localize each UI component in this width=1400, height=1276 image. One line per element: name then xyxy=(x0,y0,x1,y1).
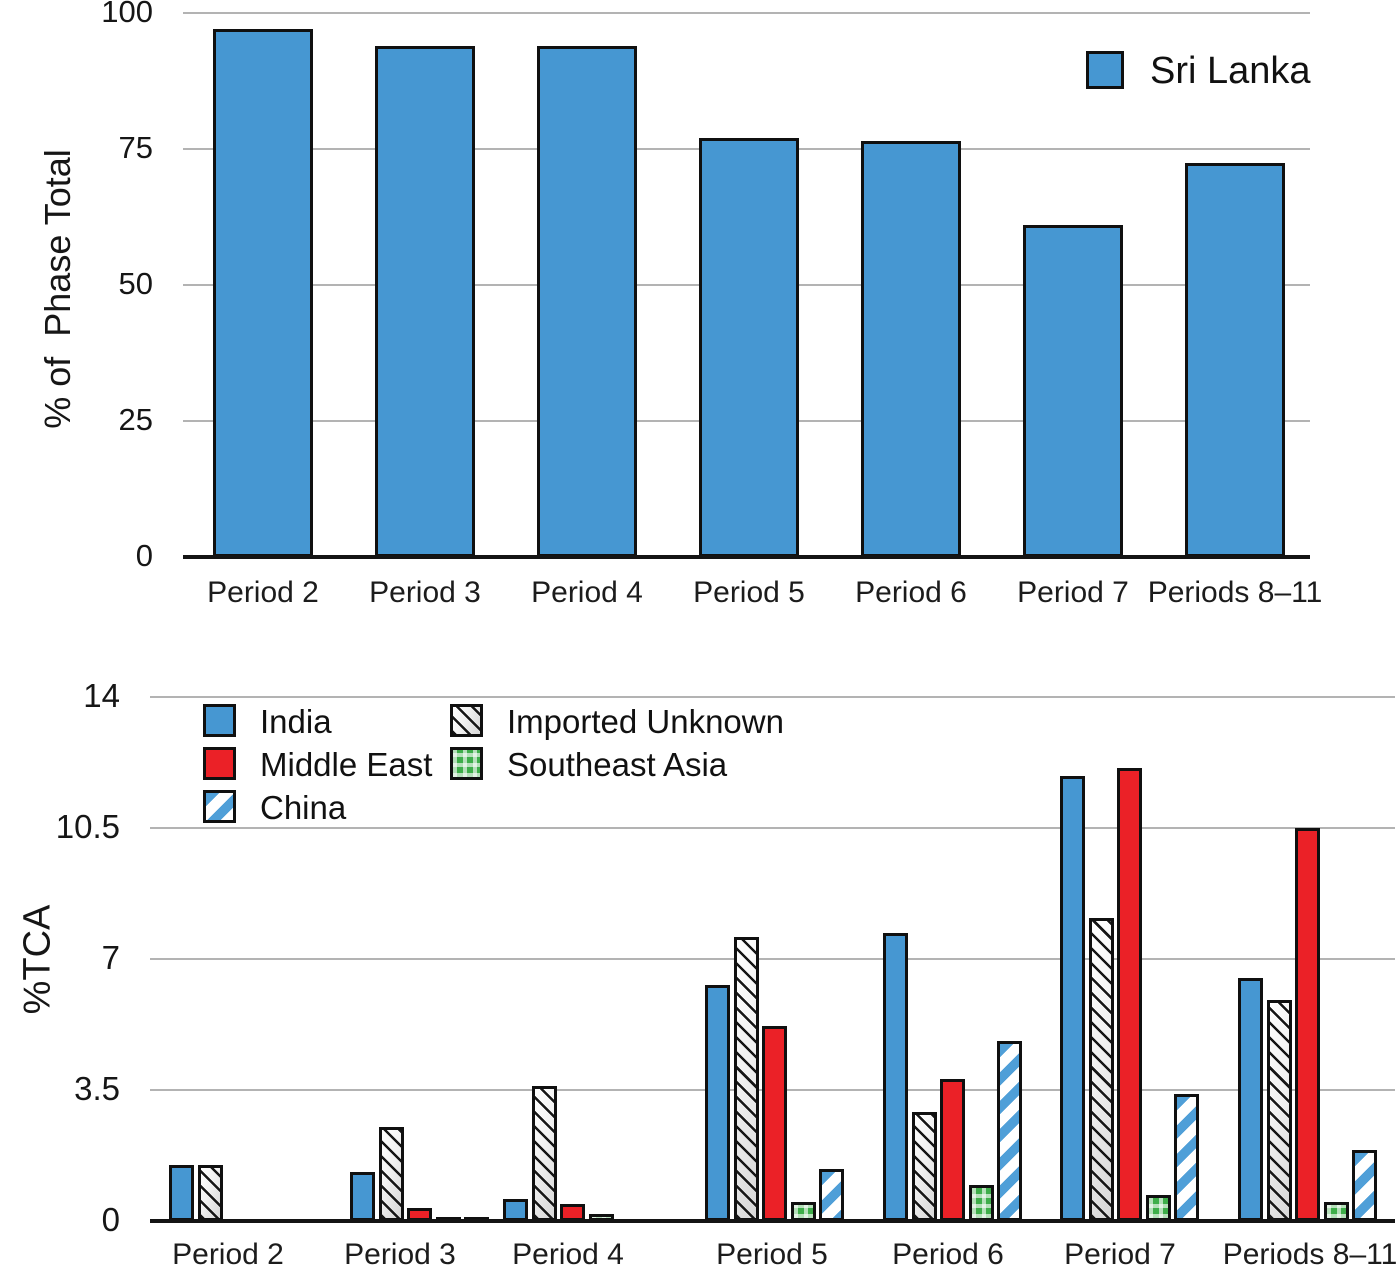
y-tick-label-0: 0 xyxy=(135,538,153,573)
y-tick-label-100: 100 xyxy=(101,0,153,29)
bar-india-period-3 xyxy=(350,1172,375,1221)
bar-middle-east-periods-8-11 xyxy=(1295,828,1320,1221)
legend-swatch-southeast-asia xyxy=(450,747,483,780)
x-category-label-period-2: Period 2 xyxy=(172,1238,284,1271)
y-tick-label-25: 25 xyxy=(118,402,153,437)
bar-china-period-6 xyxy=(997,1041,1022,1221)
legend-swatch-china xyxy=(203,790,236,823)
x-category-label-period-4: Period 4 xyxy=(531,576,643,609)
bar-imported-unknown-period-4 xyxy=(532,1086,557,1221)
legend-label-india: India xyxy=(260,703,332,740)
y-tick-label-14: 14 xyxy=(83,677,120,714)
bar-sri-lanka-periods-8-11 xyxy=(1185,162,1285,557)
x-category-label-period-7: Period 7 xyxy=(1064,1238,1176,1271)
bar-india-periods-8-11 xyxy=(1238,977,1263,1221)
x-category-label-period-4: Period 4 xyxy=(512,1238,624,1271)
gridline-y-10.5 xyxy=(150,827,1395,829)
y-tick-label-3.5: 3.5 xyxy=(74,1070,120,1107)
bar-sri-lanka-period-2 xyxy=(213,29,313,557)
bar-southeast-asia-period-7 xyxy=(1146,1194,1171,1221)
bar-sri-lanka-period-7 xyxy=(1023,225,1123,557)
bar-imported-unknown-period-3 xyxy=(379,1127,404,1221)
x-category-label-period-6: Period 6 xyxy=(855,576,967,609)
y-tick-label-0: 0 xyxy=(101,1201,120,1238)
y-tick-label-75: 75 xyxy=(118,130,153,165)
legend-label-china: China xyxy=(260,789,347,826)
bar-india-period-5 xyxy=(705,985,730,1221)
legend-swatch-india xyxy=(203,704,236,737)
x-category-label-period-2: Period 2 xyxy=(207,576,319,609)
bar-china-period-7 xyxy=(1174,1093,1199,1221)
bar-sri-lanka-period-3 xyxy=(375,45,475,557)
x-category-label-period-3: Period 3 xyxy=(369,576,481,609)
x-category-label-period-5: Period 5 xyxy=(716,1238,828,1271)
bar-india-period-7 xyxy=(1060,775,1085,1221)
bar-middle-east-period-5 xyxy=(762,1026,787,1221)
bar-sri-lanka-period-6 xyxy=(861,140,961,557)
y-tick-label-50: 50 xyxy=(118,266,153,301)
x-axis-line xyxy=(183,555,1310,559)
legend-swatch-imported-unknown xyxy=(450,704,483,737)
x-category-label-period-6: Period 6 xyxy=(892,1238,1004,1271)
x-axis-line xyxy=(150,1219,1395,1223)
bar-middle-east-period-6 xyxy=(940,1078,965,1221)
legend-label-southeast-asia: Southeast Asia xyxy=(507,746,728,783)
bar-india-period-6 xyxy=(883,932,908,1221)
bar-southeast-asia-periods-8-11 xyxy=(1324,1202,1349,1221)
bar-imported-unknown-periods-8-11 xyxy=(1267,1000,1292,1221)
y-tick-label-10.5: 10.5 xyxy=(55,808,120,845)
legend-label-sri-lanka: Sri Lanka xyxy=(1150,50,1311,92)
bar-imported-unknown-period-7 xyxy=(1089,917,1114,1221)
bar-india-period-4 xyxy=(503,1198,528,1221)
bar-imported-unknown-period-5 xyxy=(734,936,759,1221)
y-tick-label-7: 7 xyxy=(101,939,120,976)
legend-label-middle-east: Middle East xyxy=(260,746,433,783)
x-category-label-period-5: Period 5 xyxy=(693,576,805,609)
bar-imported-unknown-period-2 xyxy=(198,1164,223,1221)
gridline-y-100 xyxy=(183,12,1310,14)
bar-sri-lanka-period-4 xyxy=(537,45,637,557)
bar-middle-east-period-7 xyxy=(1117,768,1142,1221)
bar-china-periods-8-11 xyxy=(1352,1149,1377,1221)
bar-southeast-asia-period-6 xyxy=(969,1185,994,1221)
bar-imported-unknown-period-6 xyxy=(912,1112,937,1221)
bar-india-period-2 xyxy=(169,1164,194,1221)
gridline-y-14 xyxy=(150,696,1395,698)
x-category-label-periods-8-11: Periods 8–11 xyxy=(1222,1238,1398,1271)
x-category-label-periods-8-11: Periods 8–11 xyxy=(1147,576,1323,609)
legend-label-imported-unknown: Imported Unknown xyxy=(507,703,784,740)
bar-china-period-5 xyxy=(819,1168,844,1221)
bar-sri-lanka-period-5 xyxy=(699,138,799,557)
gridline-y-7 xyxy=(150,958,1395,960)
x-category-label-period-7: Period 7 xyxy=(1017,576,1129,609)
legend-swatch-sri-lanka xyxy=(1086,51,1124,89)
top-chart-sri-lanka: % of Phase Total 0 25 50 75 100 Period 2 Peri… xyxy=(37,0,1323,609)
legend-swatch-middle-east xyxy=(203,747,236,780)
x-category-label-period-3: Period 3 xyxy=(344,1238,456,1271)
